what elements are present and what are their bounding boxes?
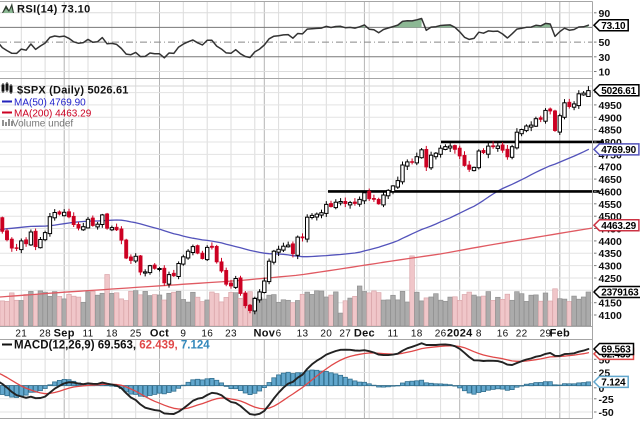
svg-text:4700: 4700 [599,162,623,174]
svg-text:26: 26 [435,329,447,340]
svg-text:4463.29: 4463.29 [601,221,636,232]
svg-text:11: 11 [83,329,94,340]
svg-text:10: 10 [599,67,611,79]
svg-text:50: 50 [599,37,611,49]
svg-text:27: 27 [339,329,351,340]
svg-text:25: 25 [599,368,611,380]
svg-text:22: 22 [516,329,528,340]
svg-text:18: 18 [106,329,118,340]
svg-text:69.563: 69.563 [601,345,631,356]
svg-text:MACD(12,26,9) 69.563, 62.439,: MACD(12,26,9) 69.563, 62.439, 7.124 [14,340,210,352]
svg-text:6: 6 [276,329,282,340]
svg-text:RSI(14) 73.10: RSI(14) 73.10 [17,4,91,16]
svg-text:2024: 2024 [447,328,473,340]
svg-text:4900: 4900 [599,112,623,124]
svg-text:4350: 4350 [599,248,623,260]
svg-text:4769.90: 4769.90 [601,145,636,156]
svg-text:73.10: 73.10 [601,21,626,32]
svg-text:Sep: Sep [54,328,75,340]
svg-text:Volume undef: Volume undef [12,119,73,130]
svg-text:90: 90 [599,8,611,20]
svg-text:0: 0 [599,383,605,395]
svg-text:Feb: Feb [550,328,570,340]
svg-text:8: 8 [476,329,482,340]
svg-text:4150: 4150 [599,298,623,310]
svg-text:4600: 4600 [599,186,623,198]
svg-text:7.124: 7.124 [601,378,626,389]
svg-text:-50: -50 [599,407,614,419]
svg-text:25: 25 [130,329,142,340]
svg-text:5026.61: 5026.61 [601,86,636,97]
svg-text:4300: 4300 [599,261,623,273]
svg-text:$SPX (Daily) 5026.61: $SPX (Daily) 5026.61 [17,85,129,97]
svg-text:2379163: 2379163 [601,288,639,299]
svg-text:4850: 4850 [599,125,623,137]
svg-text:MA(200) 4463.29: MA(200) 4463.29 [14,109,92,120]
svg-text:4100: 4100 [599,310,623,322]
svg-text:4950: 4950 [599,100,623,112]
svg-text:Nov: Nov [253,328,275,340]
svg-text:11: 11 [388,329,399,340]
svg-text:16: 16 [201,329,213,340]
svg-text:29: 29 [540,329,552,340]
svg-text:Oct: Oct [150,328,169,340]
svg-text:50: 50 [599,354,611,366]
svg-text:4250: 4250 [599,273,623,285]
svg-text:4650: 4650 [599,174,623,186]
svg-text:18: 18 [411,329,423,340]
svg-text:20: 20 [320,329,332,340]
svg-text:13: 13 [297,329,309,340]
svg-text:9: 9 [180,329,186,340]
svg-text:30: 30 [599,52,611,64]
svg-text:28: 28 [39,329,51,340]
svg-text:-25: -25 [599,394,614,406]
svg-text:Dec: Dec [354,328,375,340]
svg-text:4400: 4400 [599,236,623,248]
svg-text:4550: 4550 [599,199,623,211]
svg-text:16: 16 [497,329,509,340]
svg-text:23: 23 [225,329,237,340]
svg-text:21: 21 [15,329,27,340]
svg-text:MA(50) 4769.90: MA(50) 4769.90 [14,98,86,109]
